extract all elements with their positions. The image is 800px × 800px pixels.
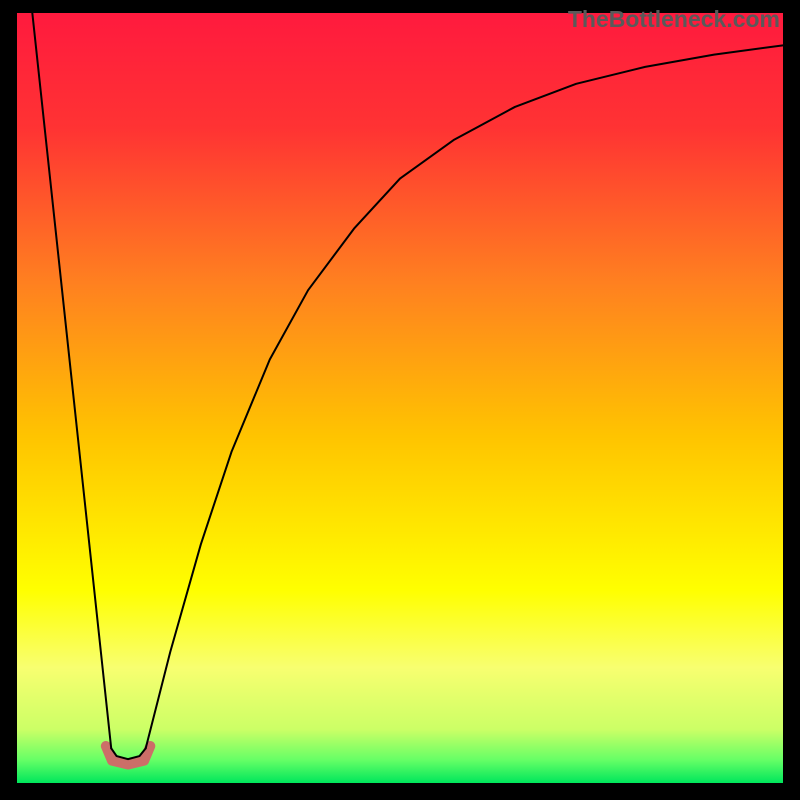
chart-container: TheBottleneck.com <box>0 0 800 800</box>
chart-svg <box>17 13 783 783</box>
watermark-text: TheBottleneck.com <box>568 6 780 33</box>
plot-area <box>17 13 783 783</box>
